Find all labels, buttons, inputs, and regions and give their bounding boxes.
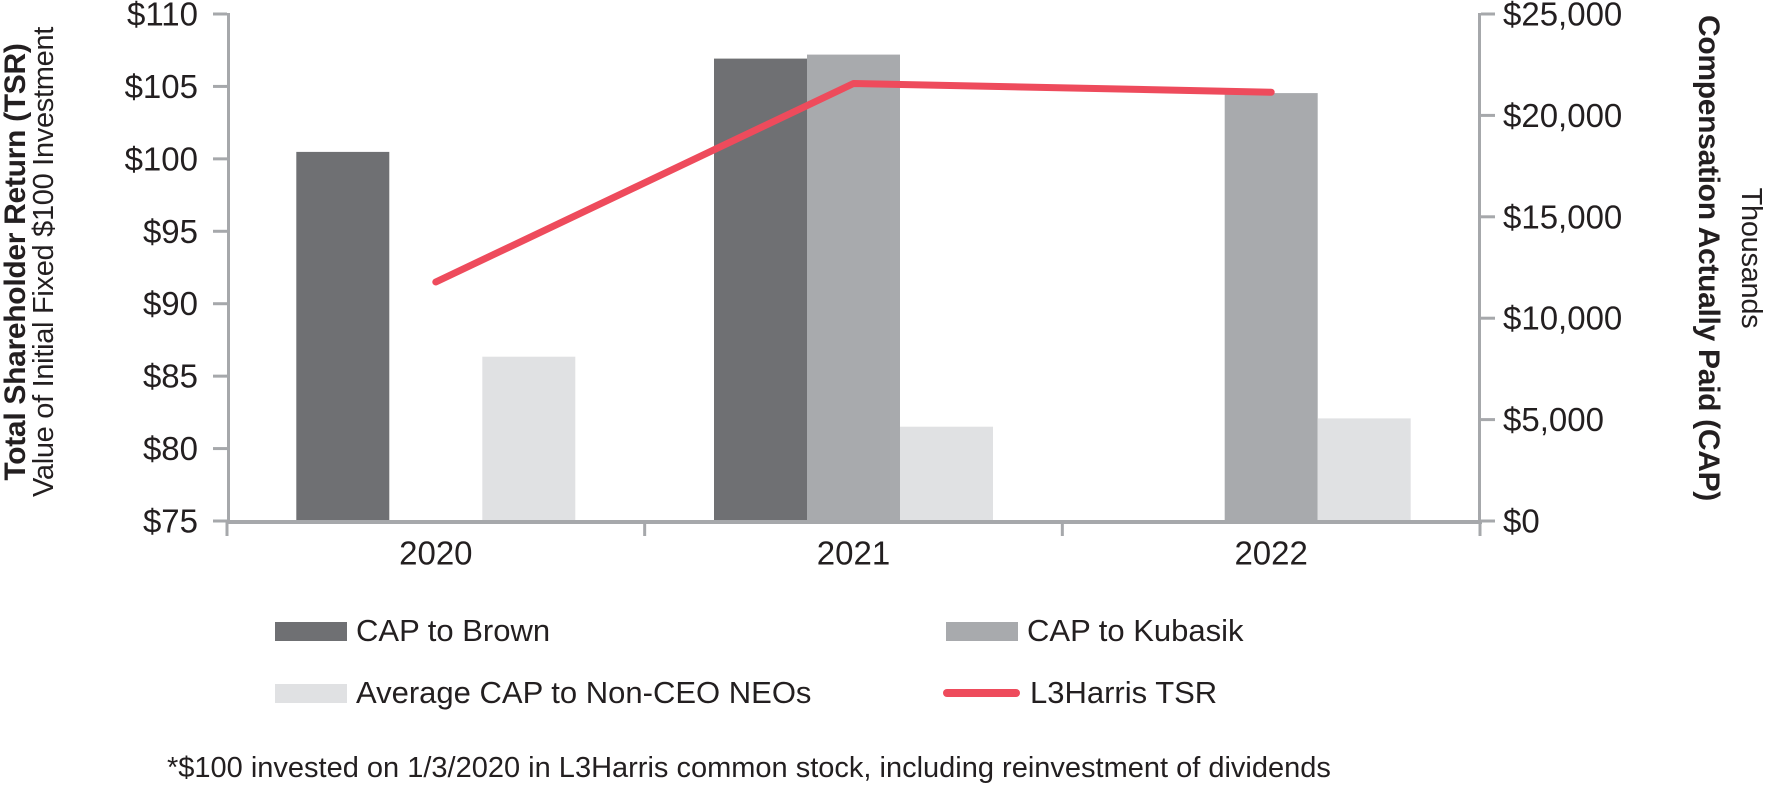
legend-label-cap-kubasik: CAP to Kubasik xyxy=(1027,613,1244,648)
left-tick-label: $95 xyxy=(143,213,198,250)
left-axis-subtitle: Value of Initial Fixed $100 Investment xyxy=(28,26,60,498)
legend-item-l3harris-tsr: L3Harris TSR xyxy=(943,674,1217,712)
right-tick-label: $5,000 xyxy=(1503,401,1604,438)
legend-label-cap-brown: CAP to Brown xyxy=(356,613,551,648)
right-tick-label: $20,000 xyxy=(1503,97,1622,134)
legend-label-avg-cap-neos: Average CAP to Non-CEO NEOs xyxy=(356,675,812,710)
bar-cap-to-brown-2021 xyxy=(714,58,807,523)
right-tick-label: $25,000 xyxy=(1503,0,1622,33)
x-category-label: 2022 xyxy=(1234,535,1307,572)
bar-cap-to-kubasik-2022 xyxy=(1224,93,1318,523)
bar-cap-to-kubasik-2021 xyxy=(807,54,900,523)
left-tick-label: $105 xyxy=(125,68,198,105)
right-tick-label: $10,000 xyxy=(1503,300,1622,337)
right-tick-label: $0 xyxy=(1503,503,1540,540)
legend-swatch-l3harris-tsr xyxy=(943,689,1020,697)
legend-swatch-cap-brown xyxy=(275,621,347,641)
left-tick-label: $75 xyxy=(143,503,198,540)
bar-cap-to-brown-2020 xyxy=(296,151,390,523)
left-tick-label: $110 xyxy=(127,0,198,33)
bar-average-cap-to-non-ceo-neos-2022 xyxy=(1317,418,1411,523)
right-tick-label: $15,000 xyxy=(1503,198,1622,235)
right-axis-title: Compensation Actually Paid (CAP) xyxy=(1692,14,1725,501)
footnote: *$100 invested on 1/3/2020 in L3Harris c… xyxy=(167,752,1331,784)
tsr-line xyxy=(432,80,1275,286)
legend-swatch-cap-kubasik xyxy=(946,621,1018,641)
right-axis-subtitle: Thousands xyxy=(1735,187,1767,329)
left-tick-label: $100 xyxy=(125,140,198,177)
legend-item-avg-cap-neos: Average CAP to Non-CEO NEOs xyxy=(275,674,811,712)
legend-item-cap-brown: CAP to Brown xyxy=(275,612,550,650)
legend-swatch-avg-cap-neos xyxy=(275,683,347,703)
left-tick-label: $90 xyxy=(143,285,198,322)
legend-item-cap-kubasik: CAP to Kubasik xyxy=(946,612,1244,650)
x-category-label: 2021 xyxy=(817,535,890,572)
legend-label-l3harris-tsr: L3Harris TSR xyxy=(1030,675,1218,710)
x-category-label: 2020 xyxy=(399,535,472,572)
bar-average-cap-to-non-ceo-neos-2021 xyxy=(900,426,993,523)
bar-average-cap-to-non-ceo-neos-2020 xyxy=(482,356,576,523)
left-tick-label: $80 xyxy=(143,430,198,467)
left-tick-label: $85 xyxy=(143,358,198,395)
